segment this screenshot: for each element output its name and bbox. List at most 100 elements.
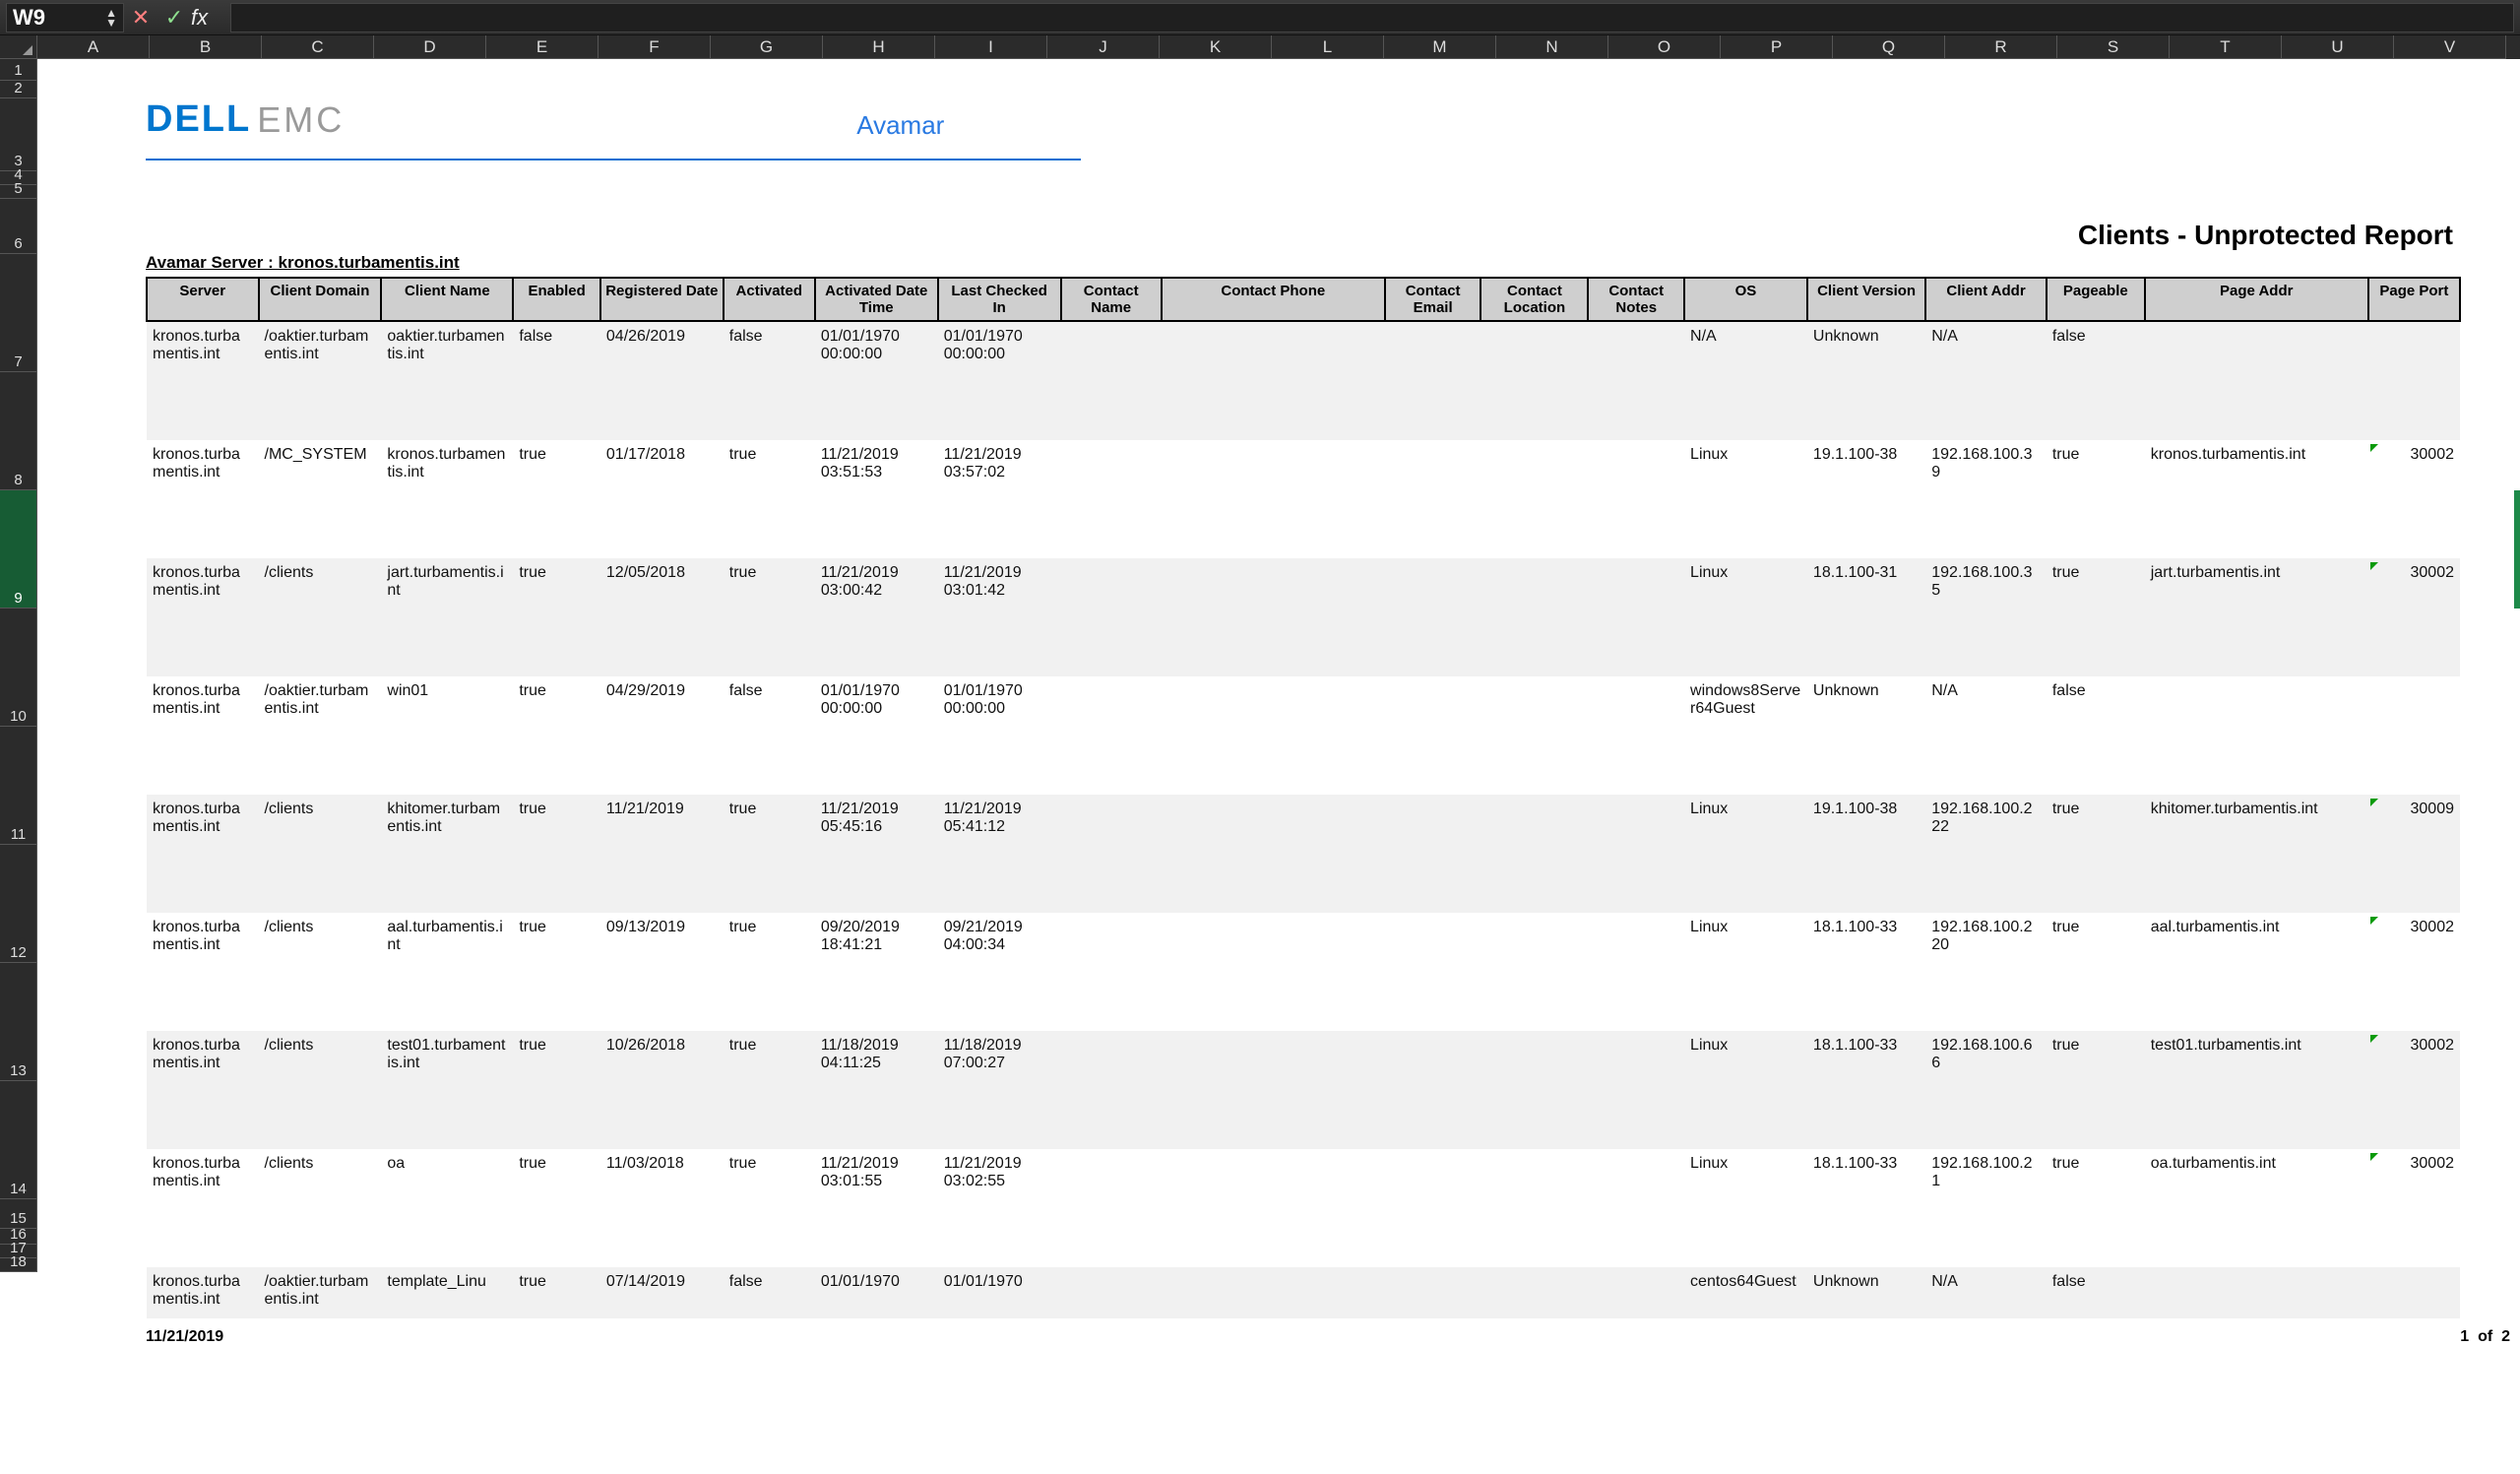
error-indicator-icon bbox=[2370, 799, 2378, 806]
column-header[interactable]: E bbox=[486, 35, 598, 59]
row-header[interactable]: 13 bbox=[0, 963, 37, 1081]
column-header[interactable]: C bbox=[262, 35, 374, 59]
table-cell: true bbox=[513, 440, 600, 558]
table-cell bbox=[1480, 558, 1588, 676]
cancel-icon[interactable]: ✕ bbox=[124, 5, 158, 31]
table-cell: 01/01/1970 00:00:00 bbox=[938, 321, 1061, 440]
table-cell: false bbox=[2047, 321, 2145, 440]
fx-label[interactable]: fx bbox=[191, 5, 230, 31]
column-header[interactable]: K bbox=[1160, 35, 1272, 59]
row-header[interactable]: 18 bbox=[0, 1258, 37, 1272]
table-cell: 11/21/2019 03:02:55 bbox=[938, 1149, 1061, 1267]
table-cell: 192.168.100.220 bbox=[1925, 913, 2047, 1031]
table-header-cell: Contact Location bbox=[1480, 278, 1588, 321]
row-header[interactable]: 3 bbox=[0, 98, 37, 171]
table-cell: khitomer.turbamentis.int bbox=[2145, 795, 2368, 913]
table-cell bbox=[1061, 913, 1162, 1031]
table-header-cell: Server bbox=[147, 278, 259, 321]
column-header[interactable]: V bbox=[2394, 35, 2506, 59]
column-header[interactable]: N bbox=[1496, 35, 1608, 59]
table-cell bbox=[1588, 676, 1684, 795]
table-cell: true bbox=[513, 1031, 600, 1149]
table-cell bbox=[1385, 321, 1481, 440]
table-cell bbox=[1588, 1031, 1684, 1149]
table-cell: Linux bbox=[1684, 1149, 1807, 1267]
column-header[interactable]: U bbox=[2282, 35, 2394, 59]
row-header[interactable]: 11 bbox=[0, 727, 37, 845]
table-cell: 01/01/1970 bbox=[938, 1267, 1061, 1318]
column-header[interactable]: P bbox=[1721, 35, 1833, 59]
table-cell: kronos.turbamentis.int bbox=[147, 558, 259, 676]
table-cell: true bbox=[513, 1149, 600, 1267]
table-cell: Unknown bbox=[1807, 676, 1925, 795]
cells-area[interactable]: DELL EMC Avamar Clients - Unprotected Re… bbox=[37, 59, 2520, 1474]
column-header[interactable]: Q bbox=[1833, 35, 1945, 59]
stepper-icon[interactable]: ▲▼ bbox=[105, 8, 117, 28]
select-all-corner[interactable] bbox=[0, 35, 37, 59]
table-cell: true bbox=[724, 440, 815, 558]
table-cell: Linux bbox=[1684, 1031, 1807, 1149]
product-name: Avamar bbox=[856, 110, 944, 141]
row-header[interactable]: 6 bbox=[0, 199, 37, 254]
column-header[interactable]: F bbox=[598, 35, 711, 59]
table-cell bbox=[1061, 676, 1162, 795]
table-cell: kronos.turbamentis.int bbox=[147, 1031, 259, 1149]
table-cell: jart.turbamentis.int bbox=[381, 558, 513, 676]
column-header[interactable]: L bbox=[1272, 35, 1384, 59]
table-cell: true bbox=[513, 558, 600, 676]
column-header[interactable]: H bbox=[823, 35, 935, 59]
column-header[interactable]: D bbox=[374, 35, 486, 59]
row-header[interactable]: 9 bbox=[0, 490, 37, 609]
table-cell bbox=[1480, 1149, 1588, 1267]
table-cell: true bbox=[724, 1031, 815, 1149]
table-header-cell: Contact Notes bbox=[1588, 278, 1684, 321]
table-cell bbox=[1588, 1267, 1684, 1318]
row-header[interactable]: 1 bbox=[0, 59, 37, 81]
confirm-icon[interactable]: ✓ bbox=[158, 5, 191, 31]
table-cell: true bbox=[2047, 1149, 2145, 1267]
table-cell: /clients bbox=[259, 558, 382, 676]
table-cell: 30009 bbox=[2368, 795, 2460, 913]
column-header[interactable]: M bbox=[1384, 35, 1496, 59]
table-row: kronos.turbamentis.int/clientsjart.turba… bbox=[147, 558, 2460, 676]
row-headers: 123456789101112131415161718 bbox=[0, 59, 37, 1272]
table-cell: 192.168.100.39 bbox=[1925, 440, 2047, 558]
cell-reference-box[interactable]: W9 ▲▼ bbox=[6, 3, 124, 32]
table-cell: 192.168.100.21 bbox=[1925, 1149, 2047, 1267]
footer-of: of bbox=[2478, 1328, 2492, 1345]
column-header[interactable]: I bbox=[935, 35, 1047, 59]
row-header[interactable]: 15 bbox=[0, 1199, 37, 1229]
column-header[interactable]: G bbox=[711, 35, 823, 59]
row-header[interactable]: 7 bbox=[0, 254, 37, 372]
column-header[interactable]: T bbox=[2170, 35, 2282, 59]
row-header[interactable]: 10 bbox=[0, 609, 37, 727]
table-cell: 01/17/2018 bbox=[600, 440, 724, 558]
table-cell bbox=[2145, 676, 2368, 795]
table-cell: 30002 bbox=[2368, 1031, 2460, 1149]
table-cell: true bbox=[2047, 558, 2145, 676]
table-cell bbox=[1385, 558, 1481, 676]
table-cell: 30002 bbox=[2368, 440, 2460, 558]
table-cell: true bbox=[2047, 440, 2145, 558]
row-header[interactable]: 5 bbox=[0, 185, 37, 199]
table-cell: oa bbox=[381, 1149, 513, 1267]
table-cell: 11/03/2018 bbox=[600, 1149, 724, 1267]
table-cell: 18.1.100-33 bbox=[1807, 1031, 1925, 1149]
column-header[interactable]: A bbox=[37, 35, 150, 59]
column-header[interactable]: S bbox=[2057, 35, 2170, 59]
column-header[interactable]: R bbox=[1945, 35, 2057, 59]
table-cell: 01/01/1970 bbox=[815, 1267, 938, 1318]
row-header[interactable]: 14 bbox=[0, 1081, 37, 1199]
row-header[interactable]: 8 bbox=[0, 372, 37, 490]
row-header[interactable]: 2 bbox=[0, 81, 37, 98]
column-header[interactable]: O bbox=[1608, 35, 1721, 59]
server-line: Avamar Server : kronos.turbamentis.int bbox=[146, 253, 2461, 273]
table-cell bbox=[1061, 795, 1162, 913]
formula-input[interactable] bbox=[230, 3, 2514, 32]
row-header[interactable]: 12 bbox=[0, 845, 37, 963]
table-cell: 192.168.100.222 bbox=[1925, 795, 2047, 913]
footer-bar: 11/21/2019 1 of 2 bbox=[146, 1324, 2510, 1346]
column-header[interactable]: B bbox=[150, 35, 262, 59]
column-header[interactable]: J bbox=[1047, 35, 1160, 59]
table-cell: test01.turbamentis.int bbox=[2145, 1031, 2368, 1149]
